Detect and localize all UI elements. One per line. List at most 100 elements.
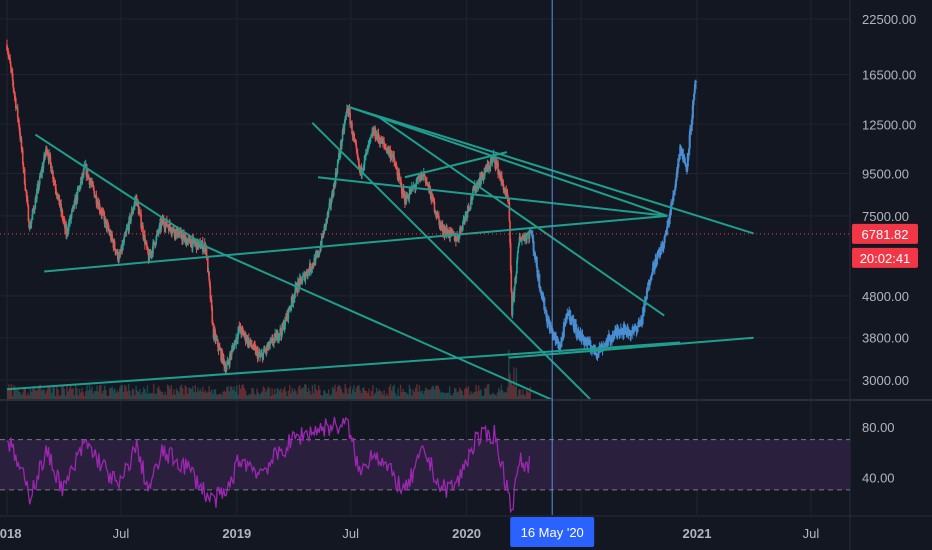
price-candle-body (302, 274, 305, 277)
price-candle-214 (140, 224, 143, 233)
price-candle-body (439, 222, 442, 227)
price-candle-body (309, 263, 312, 271)
volume-bar-60 (82, 392, 84, 399)
price-candle-527 (337, 150, 340, 163)
price-candle-239 (156, 229, 159, 236)
price-candle-680 (434, 210, 436, 215)
price-candle-body (365, 152, 367, 156)
price-candle-body (251, 345, 253, 347)
price-candle-body (186, 241, 189, 245)
volume-bar-357 (456, 392, 458, 399)
price-candle-body (108, 229, 110, 232)
volume-bar-91 (121, 385, 123, 399)
price-candle-body (501, 176, 503, 181)
price-candle-body (354, 139, 356, 143)
price-candle-634 (405, 191, 407, 206)
price-candle-798 (508, 197, 511, 222)
volume-bar-232 (299, 385, 301, 399)
price-candle-171 (113, 239, 116, 250)
price-candle-body (137, 205, 140, 214)
volume-bar-274 (352, 389, 354, 399)
price-candle-3 (8, 51, 10, 61)
price-candle-body (349, 112, 351, 125)
price-candle-body (331, 194, 334, 198)
price-candle-body (509, 221, 511, 243)
projection-candle-body (604, 343, 607, 347)
current-price-label: 6781.82 (852, 223, 918, 244)
price-candle-724 (462, 220, 464, 232)
price-candle-body (213, 330, 215, 338)
price-candle-body (145, 242, 148, 248)
price-candle-body (311, 263, 314, 269)
price-candle-body (290, 307, 292, 309)
price-candle-body (341, 140, 343, 146)
price-candle-body (208, 279, 211, 287)
price-candle-body (377, 132, 380, 139)
price-candle-body (242, 329, 244, 333)
price-candle-body (164, 222, 167, 229)
volume-bar-1 (8, 384, 10, 399)
price-candle-6 (9, 60, 12, 73)
price-candle-465 (298, 273, 301, 289)
price-candle-body (147, 247, 149, 255)
volume-bar-408 (520, 394, 523, 399)
volume-bar-196 (253, 393, 256, 399)
price-candle-body (103, 211, 105, 217)
volume-bar-414 (528, 392, 530, 399)
volume-bar-56 (77, 395, 79, 399)
price-candle-body (173, 227, 175, 233)
price-candle-body (295, 284, 298, 292)
volume-bar-386 (493, 393, 495, 399)
volume-bar-305 (391, 390, 393, 399)
price-candle-body (210, 298, 212, 300)
price-candle-body (83, 168, 85, 175)
volume-bar-16 (27, 392, 29, 399)
volume-bar-142 (185, 386, 188, 399)
volume-bar-19 (30, 391, 33, 399)
price-candle-body (278, 335, 280, 340)
price-candle-body (229, 354, 232, 356)
price-candle-body (301, 280, 304, 284)
volume-bar-140 (183, 394, 185, 399)
price-candle-430 (276, 329, 279, 344)
price-candle-body (281, 324, 283, 336)
volume-bar-328 (419, 391, 422, 399)
volume-bar-388 (495, 395, 497, 399)
price-tick-label-6: 3800.00 (862, 331, 909, 346)
price-candle-body (336, 172, 338, 175)
volume-bar-319 (408, 384, 411, 399)
price-candle-body (138, 211, 141, 214)
price-candle-458 (294, 281, 297, 299)
price-candle-67 (48, 149, 50, 164)
price-candle-347 (224, 361, 227, 375)
volume-bar-138 (180, 384, 183, 399)
volume-bar-105 (139, 388, 141, 399)
volume-bar-281 (360, 393, 363, 399)
price-candle-329 (213, 326, 215, 343)
price-candle-body (241, 328, 244, 330)
volume-bar-347 (443, 393, 446, 399)
price-candle-642 (410, 187, 412, 195)
price-candle-body (312, 263, 314, 266)
volume-bar-234 (301, 387, 304, 399)
price-candle-body (455, 236, 457, 242)
price-candle-body (42, 162, 45, 169)
price-candle-body (122, 242, 124, 250)
projection-candle-body (557, 341, 560, 349)
price-candle-body (292, 298, 295, 303)
volume-bar-361 (461, 391, 463, 399)
volume-bar-330 (422, 393, 424, 399)
time-tick-label-0: 2018 (0, 526, 21, 541)
price-candle-body (407, 198, 410, 200)
price-candle-601 (384, 143, 387, 151)
volume-bar-331 (423, 390, 426, 399)
price-candle-102 (70, 213, 73, 224)
volume-bar-150 (195, 392, 198, 399)
price-candle-156 (104, 215, 107, 229)
price-candle-body (497, 172, 500, 175)
volume-bar-216 (278, 390, 281, 399)
volume-bar-217 (280, 388, 282, 399)
projection-candle-211 (662, 243, 666, 253)
projection-candle-body (648, 280, 652, 286)
price-candle-63 (45, 145, 48, 156)
